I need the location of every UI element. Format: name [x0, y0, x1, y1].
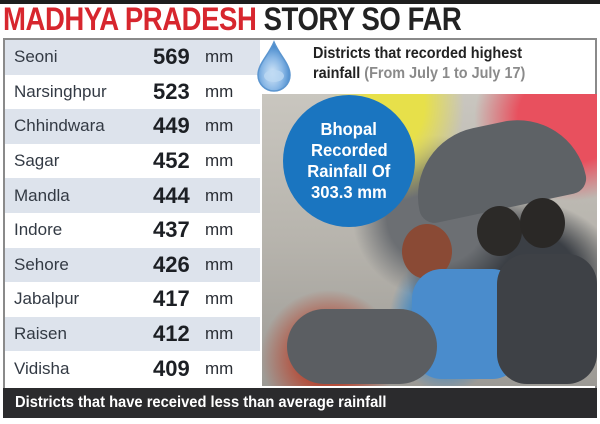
rainfall-value: 449 — [153, 113, 190, 139]
table-row: Seoni 569 mm — [5, 40, 260, 75]
rainfall-value: 452 — [153, 148, 190, 174]
rainfall-value: 444 — [153, 182, 190, 208]
rainfall-value: 437 — [153, 217, 190, 243]
headline-tagline: STORY SO FAR — [263, 1, 462, 37]
rainfall-value: 409 — [153, 355, 190, 381]
subheading-line1: Districts that recorded highest — [313, 45, 523, 62]
district-name: Narsinghpur — [14, 81, 107, 101]
date-range: (From July 1 to July 17) — [364, 65, 526, 82]
district-name: Vidisha — [14, 358, 70, 378]
raindrop-icon — [257, 40, 291, 92]
rider-head — [520, 198, 565, 248]
rainfall-value: 523 — [153, 78, 190, 104]
district-name: Sehore — [14, 254, 69, 274]
rider-head — [477, 206, 522, 256]
district-name: Mandla — [14, 185, 70, 205]
rainfall-unit: mm — [205, 324, 234, 344]
subheading: Districts that recorded highest rainfall… — [313, 44, 578, 84]
rainfall-unit: mm — [205, 220, 234, 240]
bhopal-callout: Bhopal Recorded Rainfall Of 303.3 mm — [283, 95, 415, 227]
district-name: Chhindwara — [14, 116, 105, 136]
rainfall-table: Seoni 569 mm Narsinghpur 523 mm Chhindwa… — [5, 40, 260, 386]
rainfall-unit: mm — [205, 116, 234, 136]
scooter-shape — [287, 309, 437, 384]
district-name: Indore — [14, 220, 63, 240]
rider-shirt — [497, 254, 597, 384]
table-row: Jabalpur 417 mm — [5, 282, 260, 317]
district-name: Jabalpur — [14, 289, 80, 309]
table-row: Mandla 444 mm — [5, 178, 260, 213]
headline: MADHYA PRADESH STORY SO FAR — [3, 1, 462, 37]
callout-line: Rainfall Of — [307, 161, 391, 181]
rainfall-unit: mm — [205, 47, 234, 67]
rainfall-value: 426 — [153, 251, 190, 277]
rainfall-value: 412 — [153, 321, 190, 347]
table-row: Indore 437 mm — [5, 213, 260, 248]
top-rule — [0, 0, 600, 4]
table-row: Raisen 412 mm — [5, 316, 260, 352]
table-row: Sehore 426 mm — [5, 247, 260, 283]
district-name: Raisen — [14, 324, 67, 344]
rainfall-unit: mm — [205, 254, 234, 274]
district-name: Sagar — [14, 151, 60, 171]
rainfall-unit: mm — [205, 151, 234, 171]
callout-line: Recorded — [310, 140, 388, 160]
rainfall-unit: mm — [205, 289, 234, 309]
footer-caption: Districts that have received less than a… — [3, 388, 597, 418]
rain-photo — [262, 94, 597, 386]
rainfall-value: 569 — [153, 44, 190, 70]
rainfall-value: 417 — [153, 286, 190, 312]
rainfall-unit: mm — [205, 185, 234, 205]
rainfall-unit: mm — [205, 81, 234, 101]
callout-value: 303.3 mm — [311, 182, 387, 202]
callout-line: Bhopal — [320, 119, 378, 139]
table-row: Chhindwara 449 mm — [5, 109, 260, 144]
table-row: Vidisha 409 mm — [5, 351, 260, 386]
rainfall-unit: mm — [205, 358, 234, 378]
headline-state: MADHYA PRADESH — [3, 1, 257, 37]
footer-text: Districts that have received less than a… — [15, 394, 387, 411]
table-row: Sagar 452 mm — [5, 144, 260, 179]
table-row: Narsinghpur 523 mm — [5, 75, 260, 110]
district-name: Seoni — [14, 47, 58, 67]
subheading-line2: rainfall (From July 1 to July 17) — [313, 65, 526, 82]
